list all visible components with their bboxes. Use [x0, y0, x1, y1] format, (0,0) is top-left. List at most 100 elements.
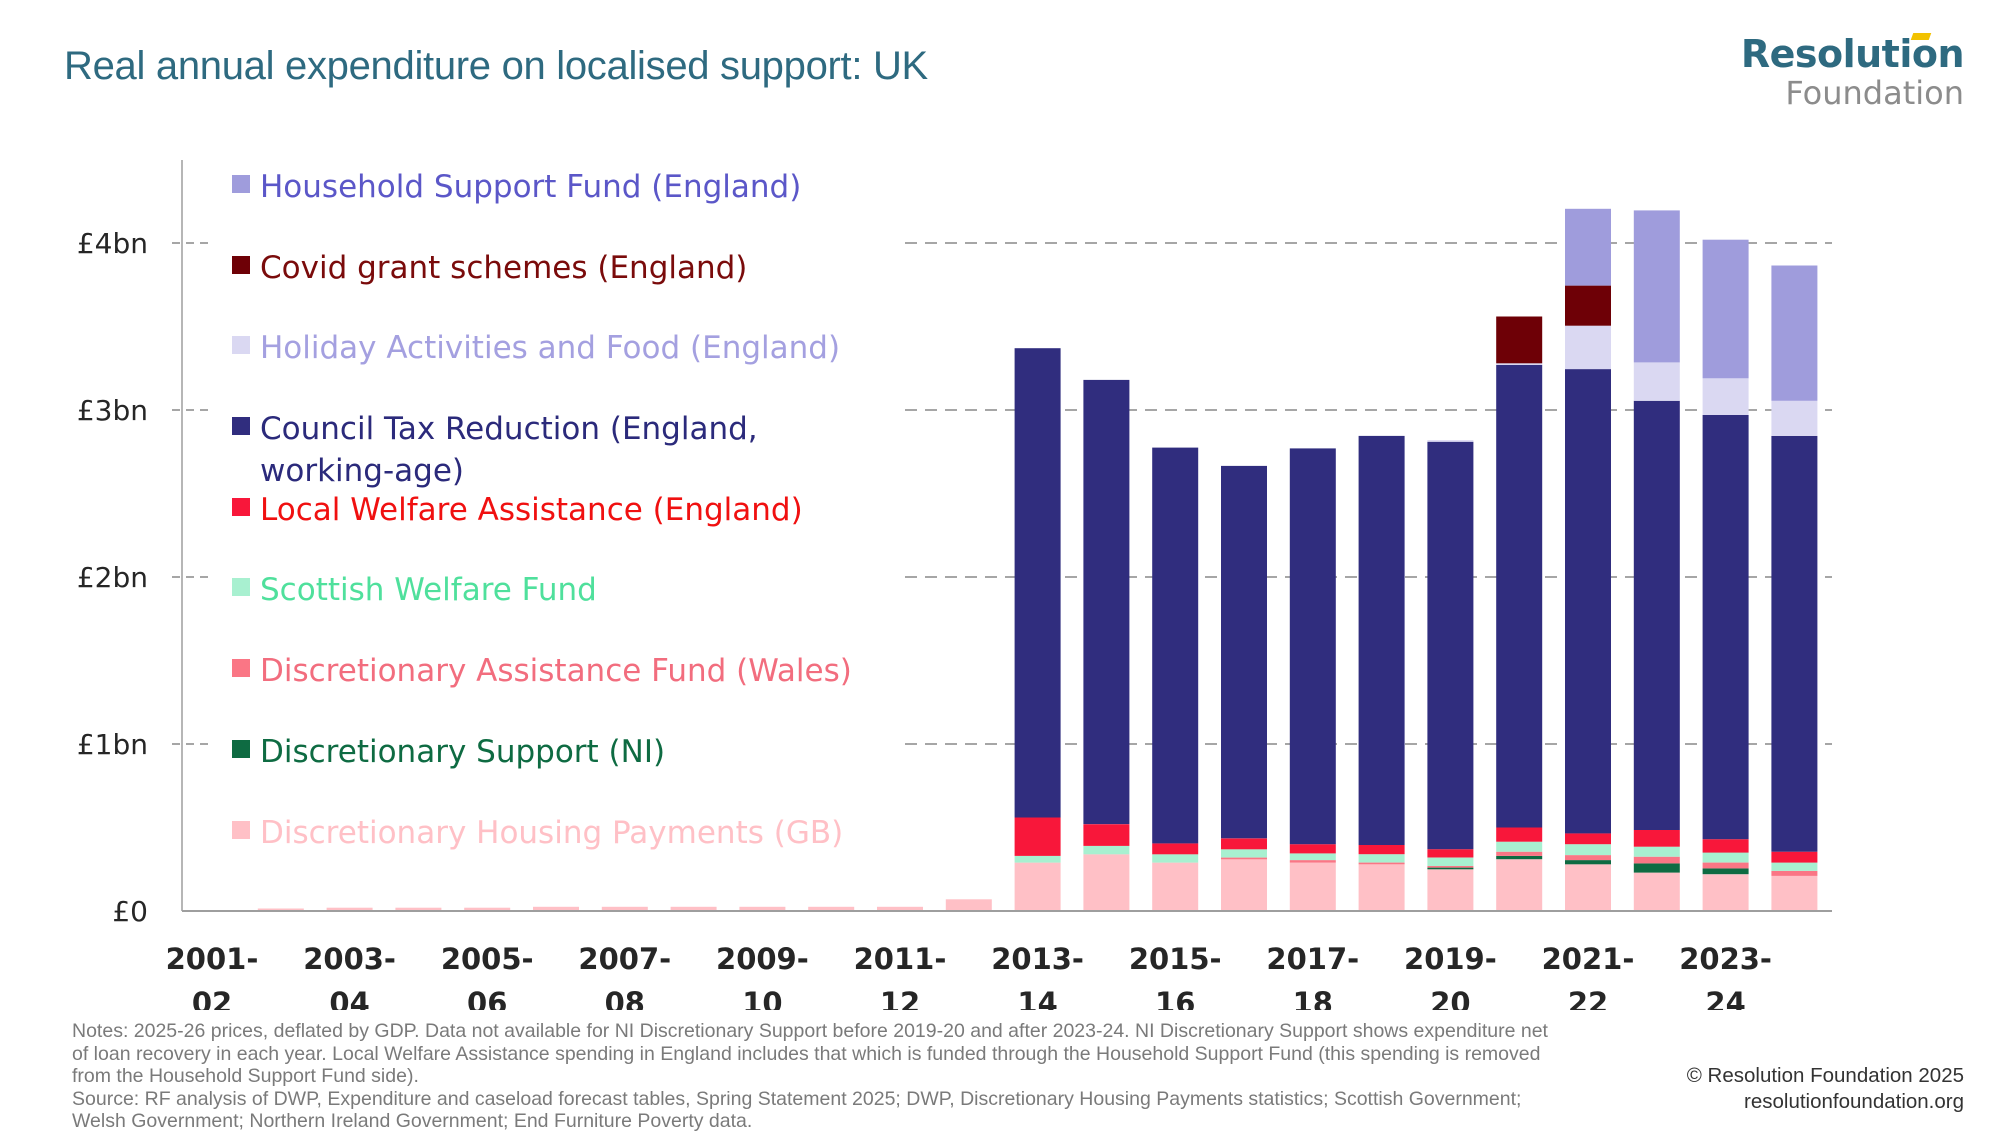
bar-segment	[1083, 854, 1130, 911]
bar-segment	[1221, 465, 1267, 839]
legend-label: Household Support Fund (England)	[260, 166, 801, 208]
bar-segment	[395, 907, 442, 911]
x-tick-label: 02	[192, 986, 232, 1010]
bar-segment	[1565, 833, 1611, 845]
bar-segment	[1496, 827, 1543, 842]
x-tick-label: 10	[742, 986, 782, 1010]
resolution-foundation-logo: Resolution Foundation	[1724, 32, 1965, 112]
bar-segment	[1221, 838, 1267, 850]
bar-segment	[1565, 208, 1611, 286]
bar-segment	[1633, 863, 1680, 873]
bar-segment	[1427, 865, 1474, 868]
legend-item: Covid grant schemes (England)	[232, 247, 747, 289]
bar-segment	[1565, 325, 1611, 370]
bar-stack-2011-12	[877, 906, 923, 911]
x-tick-label: 20	[1430, 986, 1470, 1010]
bar-segment	[1427, 440, 1474, 442]
legend-item: Discretionary Assistance Fund (Wales)	[232, 650, 852, 692]
legend-swatch-icon	[232, 740, 250, 758]
bar-segment	[1702, 239, 1749, 379]
chart-title: Real annual expenditure on localised sup…	[64, 44, 928, 88]
bar-segment	[1014, 817, 1061, 856]
bar-segment	[1702, 862, 1749, 869]
legend-label-line: Discretionary Assistance Fund (Wales)	[260, 653, 852, 689]
y-tick-label: £1bn	[77, 728, 148, 761]
note-line: Notes: 2025-26 prices, deflated by GDP. …	[72, 1020, 1548, 1042]
x-tick-label: 12	[880, 986, 920, 1010]
bars	[189, 208, 1818, 912]
legend-label: Local Welfare Assistance (England)	[260, 489, 803, 531]
bar-segment	[1289, 448, 1336, 845]
bar-segment	[1358, 864, 1405, 911]
bar-segment	[1633, 830, 1680, 847]
bar-segment	[877, 906, 923, 911]
y-tick-label: £0	[112, 895, 148, 928]
legend-label: Scottish Welfare Fund	[260, 569, 597, 611]
x-tick-label: 08	[605, 986, 645, 1010]
legend-label-line: Household Support Fund (England)	[260, 169, 802, 205]
legend-item: Local Welfare Assistance (England)	[232, 489, 803, 531]
legend-label-line: Council Tax Reduction (England,	[260, 411, 758, 447]
source-line: Welsh Government; Northern Ireland Gover…	[72, 1110, 753, 1132]
y-axis-ticks: £0 £1bn £2bn £3bn £4bn	[77, 227, 148, 928]
legend-label-line: Discretionary Support (NI)	[260, 734, 666, 770]
bar-segment	[1496, 363, 1543, 365]
bar-segment	[1152, 447, 1199, 844]
legend-label-line: Discretionary Housing Payments (GB)	[260, 815, 844, 851]
x-tick-label: 2015-	[1129, 942, 1222, 976]
legend-swatch-icon	[232, 256, 250, 274]
bar-segment	[739, 906, 786, 911]
legend-label: Discretionary Assistance Fund (Wales)	[260, 650, 852, 692]
legend-label-line: Scottish Welfare Fund	[260, 572, 597, 608]
y-tick-label: £3bn	[77, 394, 148, 427]
bar-segment	[1771, 870, 1818, 876]
bar-segment	[1702, 415, 1749, 840]
notes-and-source: Notes: 2025-26 prices, deflated by GDP. …	[72, 1020, 1682, 1133]
bar-segment	[1702, 378, 1749, 415]
legend-item: Discretionary Support (NI)	[232, 731, 665, 773]
legend-label-line: Holiday Activities and Food (England)	[260, 330, 841, 366]
x-tick-label: 2023-	[1679, 942, 1772, 976]
axes	[181, 160, 1832, 912]
x-tick-label: 14	[1017, 986, 1057, 1010]
bar-segment	[1565, 369, 1611, 834]
bar-segment	[1496, 855, 1543, 860]
legend-label-line: Local Welfare Assistance (England)	[260, 492, 803, 528]
x-tick-label: 2021-	[1542, 942, 1635, 976]
bar-segment	[1221, 859, 1267, 911]
x-tick-label: 22	[1568, 986, 1608, 1010]
bar-segment	[1427, 441, 1474, 850]
bar-stack-2012-13	[945, 899, 992, 911]
legend-swatch-icon	[232, 417, 250, 435]
bar-segment	[1565, 864, 1611, 911]
bar-stack-2024-25	[1771, 265, 1818, 911]
copyright-text: © Resolution Foundation 2025	[1686, 1064, 1964, 1087]
bar-segment	[1083, 379, 1130, 825]
stacked-bar-chart: £0 £1bn £2bn £3bn £4bn 2001- 02 2003- 04 2005- 06…	[77, 160, 1832, 1010]
bar-segment	[945, 899, 992, 911]
bar-segment	[1014, 348, 1061, 818]
bar-segment	[1496, 851, 1543, 856]
bar-segment	[1633, 856, 1680, 864]
legend-item: Discretionary Housing Payments (GB)	[232, 812, 843, 854]
bar-segment	[1702, 839, 1749, 853]
x-tick-label: 2019-	[1404, 942, 1497, 976]
legend-item: Council Tax Reduction (England, working-a…	[232, 408, 758, 492]
legend-label: Holiday Activities and Food (England)	[260, 327, 840, 369]
bar-segment	[808, 906, 855, 911]
logo-line2: Foundation	[1785, 74, 1964, 112]
legend-swatch-icon	[232, 175, 250, 193]
bar-segment	[1496, 841, 1543, 852]
legend-swatch-icon	[232, 336, 250, 354]
legend-label-line: working-age)	[260, 453, 464, 489]
website-link[interactable]: resolutionfoundation.org	[1744, 1090, 1964, 1113]
bar-segment	[1221, 849, 1267, 858]
bar-segment	[1702, 868, 1749, 875]
bar-segment	[1565, 285, 1611, 326]
x-tick-label: 2001-	[166, 942, 259, 976]
bar-segment	[1152, 843, 1199, 855]
legend-label: Council Tax Reduction (England, working-a…	[260, 408, 758, 492]
legend-label: Covid grant schemes (England)	[260, 247, 747, 289]
bar-stack-2021-22	[1565, 208, 1611, 911]
bar-segment	[1289, 862, 1336, 911]
